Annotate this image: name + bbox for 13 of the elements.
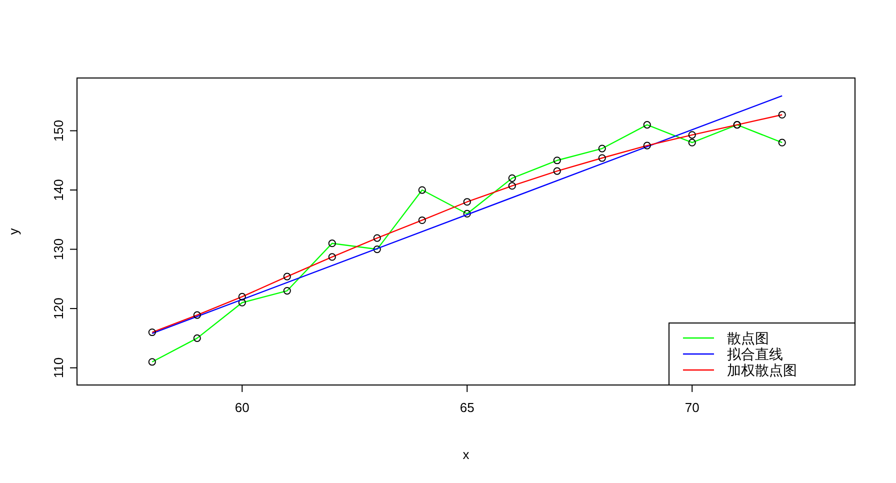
x-axis-title: x	[462, 447, 470, 462]
y-tick-label: 110	[51, 357, 66, 378]
x-tick-label: 65	[460, 400, 474, 415]
legend-label: 散点图	[727, 330, 769, 346]
y-axis-title: y	[6, 228, 21, 235]
legend-label: 加权散点图	[727, 362, 797, 378]
y-tick-label: 150	[51, 120, 66, 142]
y-tick-label: 140	[51, 179, 66, 201]
x-tick-label: 70	[684, 400, 700, 415]
legend-label: 拟合直线	[727, 346, 783, 362]
x-tick-label: 60	[234, 400, 250, 415]
y-tick-label: 120	[51, 298, 66, 320]
y-tick-label: 130	[51, 238, 66, 260]
